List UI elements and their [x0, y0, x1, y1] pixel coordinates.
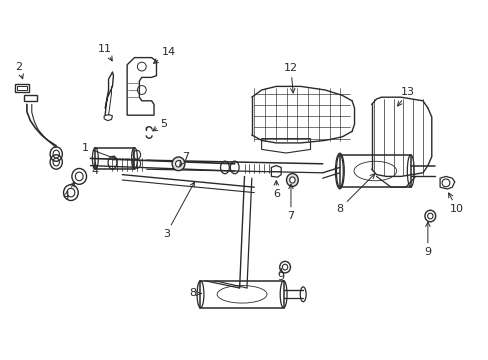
Text: 1: 1	[82, 143, 117, 160]
Text: 7: 7	[179, 152, 189, 166]
Text: 7: 7	[287, 184, 294, 221]
Text: 8: 8	[189, 288, 201, 298]
Bar	[15, 84, 29, 92]
Bar	[24, 95, 37, 101]
Text: 8: 8	[336, 174, 374, 214]
Text: 5: 5	[152, 119, 167, 131]
Ellipse shape	[172, 157, 184, 171]
Ellipse shape	[175, 161, 181, 167]
Text: 6: 6	[272, 181, 279, 199]
Text: 3: 3	[163, 182, 194, 239]
Bar	[17, 86, 27, 90]
Ellipse shape	[289, 177, 295, 183]
Text: 13: 13	[397, 87, 414, 106]
Text: 12: 12	[284, 63, 297, 93]
Bar	[339, 155, 410, 187]
Bar	[95, 148, 134, 169]
Text: 11: 11	[98, 44, 112, 61]
Bar	[200, 281, 283, 308]
Text: 14: 14	[153, 47, 175, 63]
Text: 4: 4	[62, 182, 74, 201]
Text: 4: 4	[92, 163, 99, 176]
Text: 2: 2	[15, 62, 23, 78]
Text: 10: 10	[447, 193, 463, 214]
Text: 9: 9	[277, 269, 284, 282]
Text: 9: 9	[424, 222, 430, 257]
Ellipse shape	[286, 174, 298, 186]
